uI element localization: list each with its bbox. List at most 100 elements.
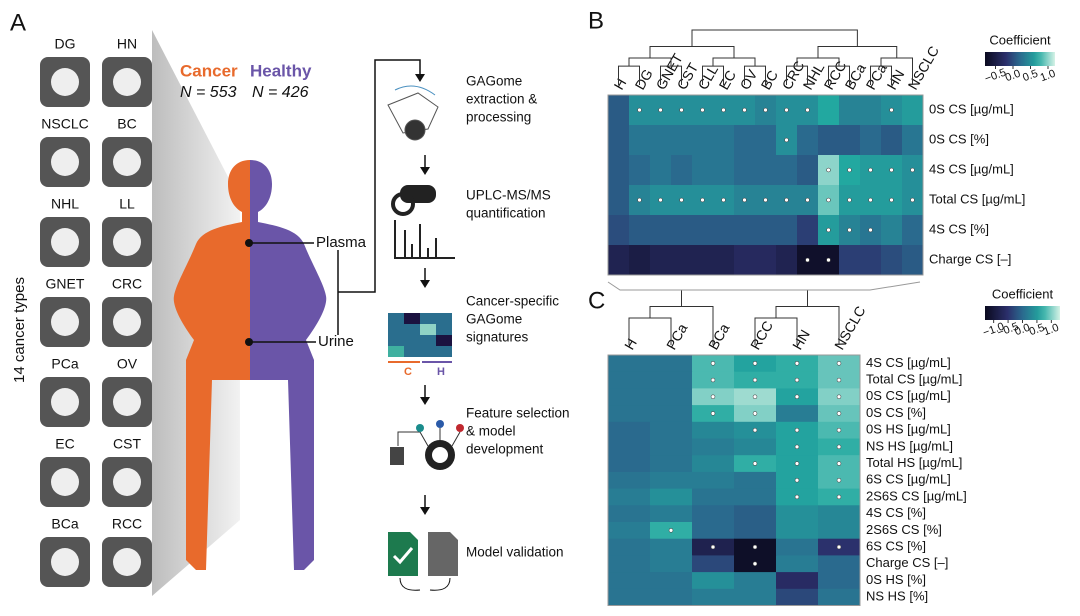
significance-dot [752, 544, 758, 550]
icon-label: LL [119, 196, 135, 212]
heat-cell [608, 488, 651, 506]
row-label: 6S CS [µg/mL] [866, 472, 951, 487]
step-text: Cancer-specific [466, 294, 559, 309]
significance-dot [784, 197, 789, 203]
significance-dot [836, 478, 842, 483]
heat-cell [839, 125, 861, 156]
heat-cell [797, 125, 819, 156]
significance-dot [752, 411, 758, 416]
significance-dot [868, 227, 873, 233]
column-label: H [621, 336, 640, 353]
heat-cell [692, 572, 735, 590]
heat-cell [650, 455, 693, 473]
step-text: quantification [466, 206, 546, 221]
column-label: H [610, 76, 629, 93]
heat-cell [776, 405, 819, 423]
heat-cell [755, 215, 777, 246]
healthy-label: Healthy [250, 61, 312, 80]
heat-cell [629, 125, 651, 156]
heat-cell [713, 245, 735, 276]
heat-cell [692, 555, 735, 573]
row-label: 2S6S CS [%] [866, 522, 942, 537]
significance-dot [700, 107, 705, 113]
row-label: 0S HS [µg/mL] [866, 422, 951, 437]
row-label: NS HS [µg/mL] [866, 438, 953, 453]
heat-cell [608, 155, 630, 186]
heatmap-h: H [437, 366, 445, 378]
icon-label: BCa [51, 516, 78, 532]
row-label: 4S CS [%] [929, 221, 989, 236]
plasma-dot [245, 239, 253, 247]
significance-dot [805, 107, 810, 113]
dendrogram [649, 46, 735, 59]
heat-cell [776, 572, 819, 590]
heat-cell [755, 125, 777, 156]
significance-dot [847, 197, 852, 203]
step-text: GAGome [466, 74, 522, 89]
significance-dot [910, 167, 915, 173]
heat-cell [608, 95, 630, 126]
row-label: 0S CS [µg/mL] [929, 101, 1014, 116]
heat-cell [608, 215, 630, 246]
heat-cell [608, 185, 630, 216]
heat-cell [650, 572, 693, 590]
heat-cell [860, 125, 882, 156]
heat-cell [650, 538, 693, 556]
icon-label: HN [117, 36, 137, 52]
icon-glyph [51, 148, 79, 176]
step-text: UPLC-MS/MS [466, 188, 551, 203]
heat-cell [608, 125, 630, 156]
heat-cell [692, 471, 735, 490]
heat-cell [776, 522, 819, 540]
heatmap-c: C [404, 366, 412, 378]
urine-dot [245, 338, 253, 346]
icon-label: BC [117, 116, 136, 132]
significance-dot [710, 394, 716, 399]
heat-cell [902, 245, 924, 276]
heat-cell [818, 125, 840, 156]
significance-dot [794, 478, 800, 483]
significance-dot [742, 197, 747, 203]
heat-cell [629, 215, 651, 246]
heat-cell [818, 588, 861, 606]
significance-dot [752, 561, 758, 566]
significance-dot [847, 167, 852, 173]
row-label: 0S CS [µg/mL] [866, 388, 951, 403]
connectors [249, 59, 421, 343]
heat-cell [629, 245, 651, 276]
row-label: Charge CS [–] [866, 555, 948, 570]
row-label: Total CS [µg/mL] [929, 191, 1025, 206]
heat-cell [650, 215, 672, 246]
arrow [415, 74, 425, 82]
column-label: PCa [862, 61, 890, 93]
heat-cell [797, 215, 819, 246]
significance-dot [710, 544, 716, 550]
heat-cell [692, 155, 714, 186]
heat-cell [881, 215, 903, 246]
icon-label: EC [55, 436, 74, 452]
heat-cell [902, 95, 924, 126]
significance-dot [889, 167, 894, 173]
panel-label: C [588, 287, 605, 314]
colorbar-tick-label: 0.5 [1021, 68, 1039, 85]
heat-cell [650, 388, 693, 406]
significance-dot [742, 107, 747, 113]
heat-cell [608, 471, 651, 490]
cancer-half [173, 160, 250, 570]
significance-dot [637, 107, 642, 113]
significance-dot [836, 444, 842, 450]
significance-dot [752, 427, 758, 433]
heat-cell [713, 125, 735, 156]
significance-dot [763, 107, 768, 113]
heat-cell [692, 505, 735, 523]
significance-dot [794, 377, 800, 383]
step-text: Model validation [466, 545, 564, 560]
icon-label: OV [117, 356, 138, 372]
row-label: NS HS [%] [866, 589, 928, 604]
significance-dot [794, 444, 800, 450]
significance-dot [679, 107, 684, 113]
row-label: Total CS [µg/mL] [866, 371, 962, 386]
heat-cell [671, 215, 693, 246]
heat-cell [608, 355, 651, 373]
